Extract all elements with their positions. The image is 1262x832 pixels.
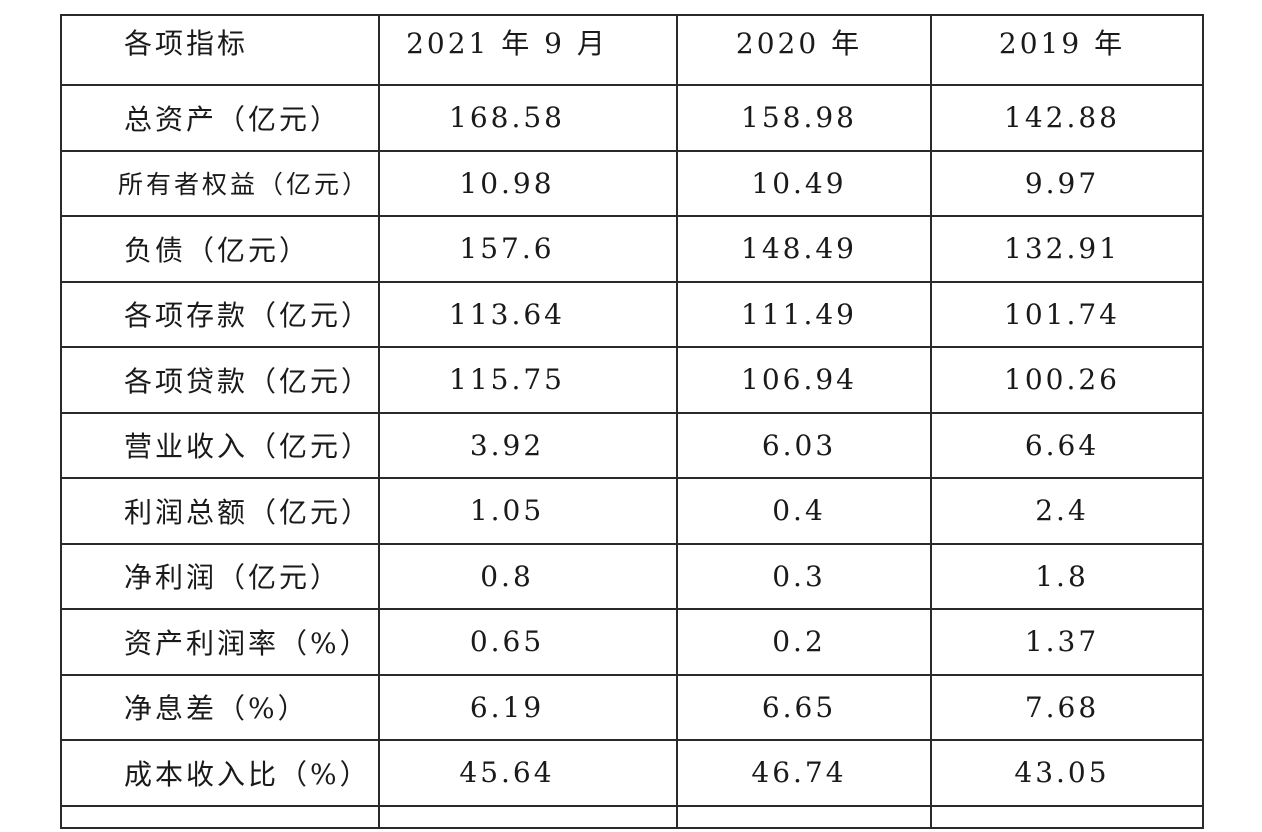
cell-2020: 158.98 bbox=[676, 84, 932, 152]
cell-2020: 0.3 bbox=[676, 542, 932, 610]
cell-2020: 148.49 bbox=[676, 215, 932, 283]
row-label: 营业收入（亿元） bbox=[60, 411, 380, 479]
row-label: 各项存款（亿元） bbox=[60, 280, 380, 348]
cell-2021-sep: 157.6 bbox=[378, 215, 678, 283]
cell-2021-sep: 0.65 bbox=[378, 608, 678, 676]
financial-indicators-table: 各项指标 2021 年 9 月 2020 年 2019 年 总资产（亿元） 16… bbox=[60, 14, 1204, 829]
table-row: 资产利润率（%） 0.65 0.2 1.37 bbox=[60, 608, 1204, 676]
table-row: 负债（亿元） 157.6 148.49 132.91 bbox=[60, 215, 1204, 283]
table-row: 各项贷款（亿元） 115.75 106.94 100.26 bbox=[60, 346, 1204, 414]
cell-2021-sep: 1.05 bbox=[378, 477, 678, 545]
cell-2021-sep: 168.58 bbox=[378, 84, 678, 152]
row-label: 成本收入比（%） bbox=[60, 739, 380, 807]
cell-2020: 111.49 bbox=[676, 280, 932, 348]
table-row: 所有者权益（亿元） 10.98 10.49 9.97 bbox=[60, 149, 1204, 217]
table-row: 净利润（亿元） 0.8 0.3 1.8 bbox=[60, 542, 1204, 610]
table-row-cut-off bbox=[60, 804, 1204, 829]
table-row: 总资产（亿元） 168.58 158.98 142.88 bbox=[60, 84, 1204, 152]
cell-2019: 101.74 bbox=[930, 280, 1204, 348]
row-label: 净利润（亿元） bbox=[60, 542, 380, 610]
header-2021-sep: 2021 年 9 月 bbox=[378, 14, 678, 86]
row-label: 资产利润率（%） bbox=[60, 608, 380, 676]
cut-off-cell bbox=[676, 804, 932, 829]
cell-2021-sep: 113.64 bbox=[378, 280, 678, 348]
cell-2020: 10.49 bbox=[676, 149, 932, 217]
row-label: 总资产（亿元） bbox=[60, 84, 380, 152]
cell-2021-sep: 115.75 bbox=[378, 346, 678, 414]
header-indicator: 各项指标 bbox=[60, 14, 380, 86]
table-row: 营业收入（亿元） 3.92 6.03 6.64 bbox=[60, 411, 1204, 479]
header-2019: 2019 年 bbox=[930, 14, 1204, 86]
header-2020: 2020 年 bbox=[676, 14, 932, 86]
cut-off-cell bbox=[930, 804, 1204, 829]
cut-off-cell bbox=[378, 804, 678, 829]
cell-2020: 0.4 bbox=[676, 477, 932, 545]
cell-2019: 43.05 bbox=[930, 739, 1204, 807]
cell-2020: 6.03 bbox=[676, 411, 932, 479]
cell-2019: 142.88 bbox=[930, 84, 1204, 152]
row-label: 净息差（%） bbox=[60, 673, 380, 741]
row-label: 负债（亿元） bbox=[60, 215, 380, 283]
cell-2021-sep: 0.8 bbox=[378, 542, 678, 610]
table-header-row: 各项指标 2021 年 9 月 2020 年 2019 年 bbox=[60, 14, 1204, 86]
cell-2021-sep: 45.64 bbox=[378, 739, 678, 807]
cell-2020: 106.94 bbox=[676, 346, 932, 414]
table-row: 净息差（%） 6.19 6.65 7.68 bbox=[60, 673, 1204, 741]
cell-2019: 1.8 bbox=[930, 542, 1204, 610]
table-row: 利润总额（亿元） 1.05 0.4 2.4 bbox=[60, 477, 1204, 545]
cell-2019: 9.97 bbox=[930, 149, 1204, 217]
cut-off-cell bbox=[60, 804, 380, 829]
row-label: 所有者权益（亿元） bbox=[60, 149, 380, 217]
row-label: 利润总额（亿元） bbox=[60, 477, 380, 545]
cell-2020: 6.65 bbox=[676, 673, 932, 741]
cell-2019: 6.64 bbox=[930, 411, 1204, 479]
cell-2019: 7.68 bbox=[930, 673, 1204, 741]
table-row: 各项存款（亿元） 113.64 111.49 101.74 bbox=[60, 280, 1204, 348]
cell-2020: 0.2 bbox=[676, 608, 932, 676]
cell-2019: 2.4 bbox=[930, 477, 1204, 545]
cell-2021-sep: 6.19 bbox=[378, 673, 678, 741]
row-label: 各项贷款（亿元） bbox=[60, 346, 380, 414]
cell-2021-sep: 10.98 bbox=[378, 149, 678, 217]
cell-2019: 100.26 bbox=[930, 346, 1204, 414]
cell-2019: 132.91 bbox=[930, 215, 1204, 283]
cell-2020: 46.74 bbox=[676, 739, 932, 807]
cell-2019: 1.37 bbox=[930, 608, 1204, 676]
table-row: 成本收入比（%） 45.64 46.74 43.05 bbox=[60, 739, 1204, 807]
cell-2021-sep: 3.92 bbox=[378, 411, 678, 479]
